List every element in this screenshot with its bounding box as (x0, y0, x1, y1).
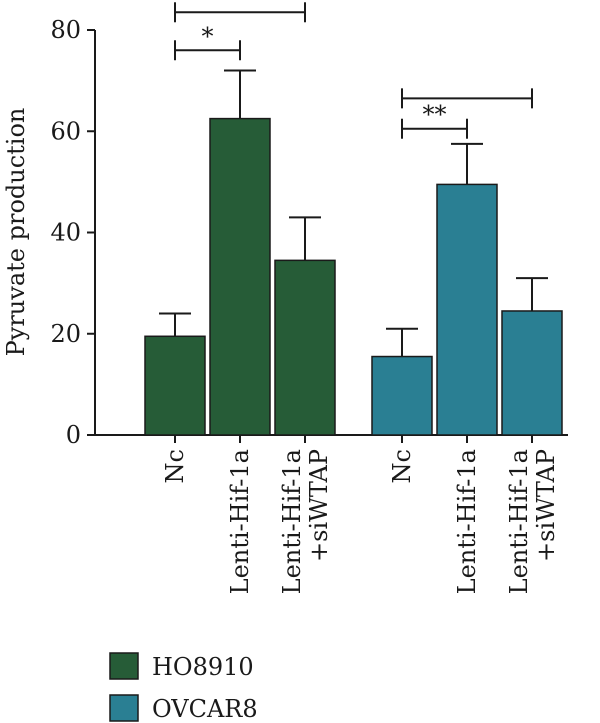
bar (209, 117, 271, 436)
x-tick-label-line: Lenti-Hif-1a (505, 449, 533, 594)
x-tick-label-line: Lenti-Hif-1a (226, 449, 254, 594)
significance-brackets: *** (174, 2, 533, 139)
error-bars (159, 69, 548, 357)
x-tick-label-line: Lenti-Hif-1a (453, 449, 481, 594)
x-tick-label-line: +siWTAP (532, 449, 560, 562)
y-tick-label: 60 (50, 117, 81, 145)
bar (144, 335, 206, 436)
legend: HO8910 OVCAR8 (109, 652, 258, 723)
bar (436, 183, 498, 436)
x-tick-label: Lenti-Hif-1a+siWTAP (278, 449, 333, 594)
y-tick-label: 20 (50, 320, 81, 348)
x-tick-label: Nc (161, 449, 189, 483)
bar (274, 259, 336, 436)
significance-marker: * (202, 22, 214, 50)
x-tick-label-line: +siWTAP (305, 449, 333, 562)
x-tick-labels: Nc Lenti-Hif-1a Lenti-Hif-1a+siWTAP Nc Lenti… (161, 449, 560, 594)
x-tick-label: Lenti-Hif-1a+siWTAP (505, 449, 560, 594)
legend-label: HO8910 (152, 653, 254, 681)
y-tick-label: 80 (50, 16, 81, 44)
x-tick-label-line: Nc (161, 449, 189, 483)
legend-swatch (109, 694, 139, 722)
x-tick-label-line: Lenti-Hif-1a (278, 449, 306, 594)
x-tick-label: Lenti-Hif-1a (226, 449, 254, 594)
bars (144, 117, 563, 436)
y-axis-label: Pyruvate production (2, 108, 30, 357)
legend-label: OVCAR8 (152, 695, 258, 723)
y-tick-label: 0 (66, 421, 81, 449)
x-tick-label-line: Nc (388, 449, 416, 483)
legend-swatch (109, 652, 139, 680)
x-tick-label: Nc (388, 449, 416, 483)
bar (501, 310, 563, 436)
y-tick-label: 40 (50, 219, 81, 247)
bar (371, 355, 433, 436)
significance-marker: ** (423, 101, 447, 129)
x-tick-label: Lenti-Hif-1a (453, 449, 481, 594)
